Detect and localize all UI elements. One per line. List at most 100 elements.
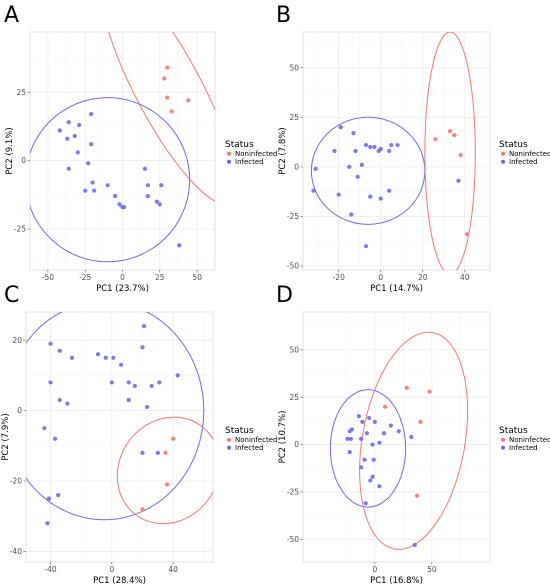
data-point-infected: [378, 196, 383, 201]
panel-label: A: [4, 3, 19, 28]
data-point-infected: [53, 436, 58, 441]
x-tick-label: 40: [168, 565, 178, 574]
confidence-ellipse-noninfected: [116, 416, 213, 525]
x-tick-label: -25: [79, 273, 91, 282]
data-point-infected: [56, 492, 61, 498]
data-point-infected: [155, 450, 160, 455]
data-point-infected: [103, 355, 108, 360]
data-point-infected: [142, 166, 147, 171]
data-point-infected: [395, 142, 400, 148]
legend-title: Status: [225, 140, 254, 150]
data-point-infected: [145, 183, 150, 188]
legend-label-noninfected: Noninfected: [509, 150, 550, 158]
data-point-infected: [66, 166, 71, 171]
data-point-infected: [69, 355, 75, 360]
data-point-infected: [57, 397, 62, 403]
data-point-infected: [42, 426, 47, 431]
data-point-noninfected: [404, 385, 409, 390]
data-layer: [26, 312, 213, 526]
y-tick-label: 50: [289, 63, 299, 72]
data-point-noninfected: [427, 389, 432, 394]
data-layer: [30, 32, 215, 263]
x-tick-label: -40: [44, 565, 56, 574]
y-axis-title: PC2 (9.1%): [5, 127, 15, 174]
data-point-infected: [65, 401, 70, 406]
data-point-infected: [111, 355, 116, 360]
data-point-infected: [311, 188, 316, 193]
data-point-infected: [353, 148, 358, 154]
y-tick-label: -25: [14, 225, 26, 234]
y-tick-label: 0: [17, 406, 22, 415]
data-point-infected: [368, 478, 373, 483]
data-point-noninfected: [414, 493, 420, 498]
data-point-infected: [77, 122, 82, 128]
data-point-infected: [86, 161, 91, 166]
data-point-infected: [89, 142, 94, 147]
data-point-infected: [332, 148, 337, 154]
data-point-infected: [313, 166, 318, 171]
data-point-noninfected: [165, 95, 170, 100]
data-point-infected: [48, 341, 53, 346]
legend-title: Status: [225, 426, 254, 436]
confidence-ellipse-infected: [26, 312, 205, 521]
data-point-infected: [356, 414, 361, 419]
data-point-infected: [388, 423, 393, 428]
panel-label: B: [276, 3, 291, 28]
x-tick-label: 25: [155, 273, 165, 282]
y-axis-title: PC2 (7.8%): [278, 127, 288, 174]
data-point-infected: [141, 323, 147, 329]
data-point-infected: [126, 380, 131, 385]
data-point-noninfected: [464, 232, 469, 237]
data-point-infected: [349, 212, 354, 217]
data-point-infected: [57, 128, 62, 133]
x-axis-title: PC1 (28.4%): [93, 576, 146, 585]
data-point-infected: [456, 178, 461, 183]
y-tick-label: 0: [21, 156, 26, 165]
y-tick-label: -50: [287, 262, 299, 271]
data-point-infected: [376, 148, 381, 154]
data-point-infected: [121, 204, 127, 210]
data-point-infected: [396, 429, 401, 434]
confidence-ellipse-infected: [329, 389, 407, 508]
data-point-infected: [175, 373, 180, 378]
x-axis-title: PC1 (16.8%): [370, 576, 423, 585]
x-tick-label: 50: [192, 273, 202, 282]
data-point-infected: [389, 142, 394, 148]
data-point-infected: [105, 183, 110, 188]
x-tick-label: 0: [109, 565, 114, 574]
data-point-infected: [338, 125, 343, 130]
data-point-noninfected: [452, 133, 457, 138]
data-point-infected: [363, 244, 369, 249]
data-point-noninfected: [165, 65, 170, 70]
data-point-noninfected: [140, 507, 145, 512]
y-tick-label: 50: [289, 345, 299, 354]
data-point-infected: [75, 150, 80, 155]
x-tick-label: -50: [42, 273, 54, 282]
data-point-infected: [177, 243, 182, 248]
data-point-infected: [363, 142, 369, 148]
data-point-noninfected: [458, 152, 463, 158]
data-point-noninfected: [433, 137, 438, 142]
data-point-infected: [360, 419, 365, 424]
data-point-infected: [140, 450, 145, 455]
data-point-noninfected: [418, 419, 423, 424]
x-tick-label: 0: [372, 565, 377, 574]
data-point-infected: [72, 133, 77, 139]
y-tick-label: -40: [10, 547, 22, 556]
data-point-infected: [112, 194, 118, 199]
data-point-infected: [45, 521, 50, 526]
data-point-infected: [370, 442, 375, 447]
panel-d: D 0 50 -50 -25 0 25 50 PC1 (16.8%) PC2 (10.7%) Sta…: [276, 283, 550, 585]
data-point-infected: [126, 397, 131, 403]
data-point-infected: [347, 450, 352, 455]
data-layer: [310, 32, 476, 270]
data-point-infected: [149, 383, 154, 389]
data-point-noninfected: [171, 436, 176, 441]
y-tick-label: -25: [287, 488, 299, 497]
data-layer: [329, 331, 469, 550]
data-point-infected: [368, 194, 373, 199]
data-point-infected: [336, 192, 341, 197]
x-tick-label: 40: [460, 273, 470, 282]
